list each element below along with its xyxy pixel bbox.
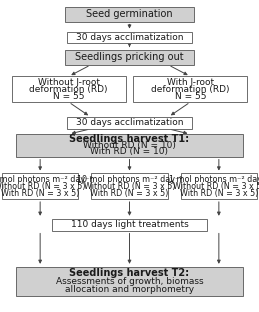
Text: Without RD (N = 3 x 5): Without RD (N = 3 x 5)	[0, 182, 86, 191]
Text: With J-root: With J-root	[167, 78, 214, 86]
Text: 110 days light treatments: 110 days light treatments	[71, 220, 188, 229]
Text: Without RD (N = 3 x 5): Without RD (N = 3 x 5)	[173, 182, 259, 191]
Text: Without J-root: Without J-root	[38, 78, 100, 86]
Text: With RD (N = 10): With RD (N = 10)	[90, 147, 169, 156]
Text: With RD (N = 3 x 5): With RD (N = 3 x 5)	[180, 189, 258, 198]
Text: With RD (N = 3 x 5): With RD (N = 3 x 5)	[90, 189, 169, 198]
Text: 30 days acclimatization: 30 days acclimatization	[76, 33, 183, 42]
FancyBboxPatch shape	[2, 173, 78, 199]
Text: 30 days acclimatization: 30 days acclimatization	[76, 119, 183, 127]
Text: deformation (RD): deformation (RD)	[151, 85, 230, 94]
FancyBboxPatch shape	[181, 173, 257, 199]
FancyBboxPatch shape	[91, 173, 168, 199]
Text: deformation (RD): deformation (RD)	[29, 85, 108, 94]
Text: Without RD (N = 10): Without RD (N = 10)	[83, 141, 176, 150]
FancyBboxPatch shape	[133, 76, 247, 102]
FancyBboxPatch shape	[65, 7, 194, 22]
Text: 1 mol photons m⁻² day⁻¹: 1 mol photons m⁻² day⁻¹	[169, 175, 259, 183]
FancyBboxPatch shape	[16, 266, 243, 296]
Text: 10 mol photons m⁻² day⁻¹: 10 mol photons m⁻² day⁻¹	[77, 175, 182, 183]
FancyBboxPatch shape	[67, 32, 192, 43]
Text: allocation and morphometry: allocation and morphometry	[65, 285, 194, 294]
Text: 20 mol photons m⁻² day⁻¹: 20 mol photons m⁻² day⁻¹	[0, 175, 93, 183]
FancyBboxPatch shape	[67, 117, 192, 129]
Text: N = 55: N = 55	[53, 92, 84, 101]
FancyBboxPatch shape	[16, 134, 243, 157]
FancyBboxPatch shape	[65, 50, 194, 65]
Text: Seed germination: Seed germination	[86, 9, 173, 19]
FancyBboxPatch shape	[52, 219, 207, 231]
FancyBboxPatch shape	[12, 76, 126, 102]
Text: Assessments of growth, biomass: Assessments of growth, biomass	[56, 277, 203, 286]
Text: With RD (N = 3 x 5): With RD (N = 3 x 5)	[1, 189, 79, 198]
Text: Seedlings harvest T2:: Seedlings harvest T2:	[69, 268, 190, 278]
Text: Without RD (N = 3 x 5): Without RD (N = 3 x 5)	[84, 182, 175, 191]
Text: Seedlings pricking out: Seedlings pricking out	[75, 52, 184, 62]
Text: N = 55: N = 55	[175, 92, 206, 101]
Text: Seedlings harvest T1:: Seedlings harvest T1:	[69, 134, 190, 144]
